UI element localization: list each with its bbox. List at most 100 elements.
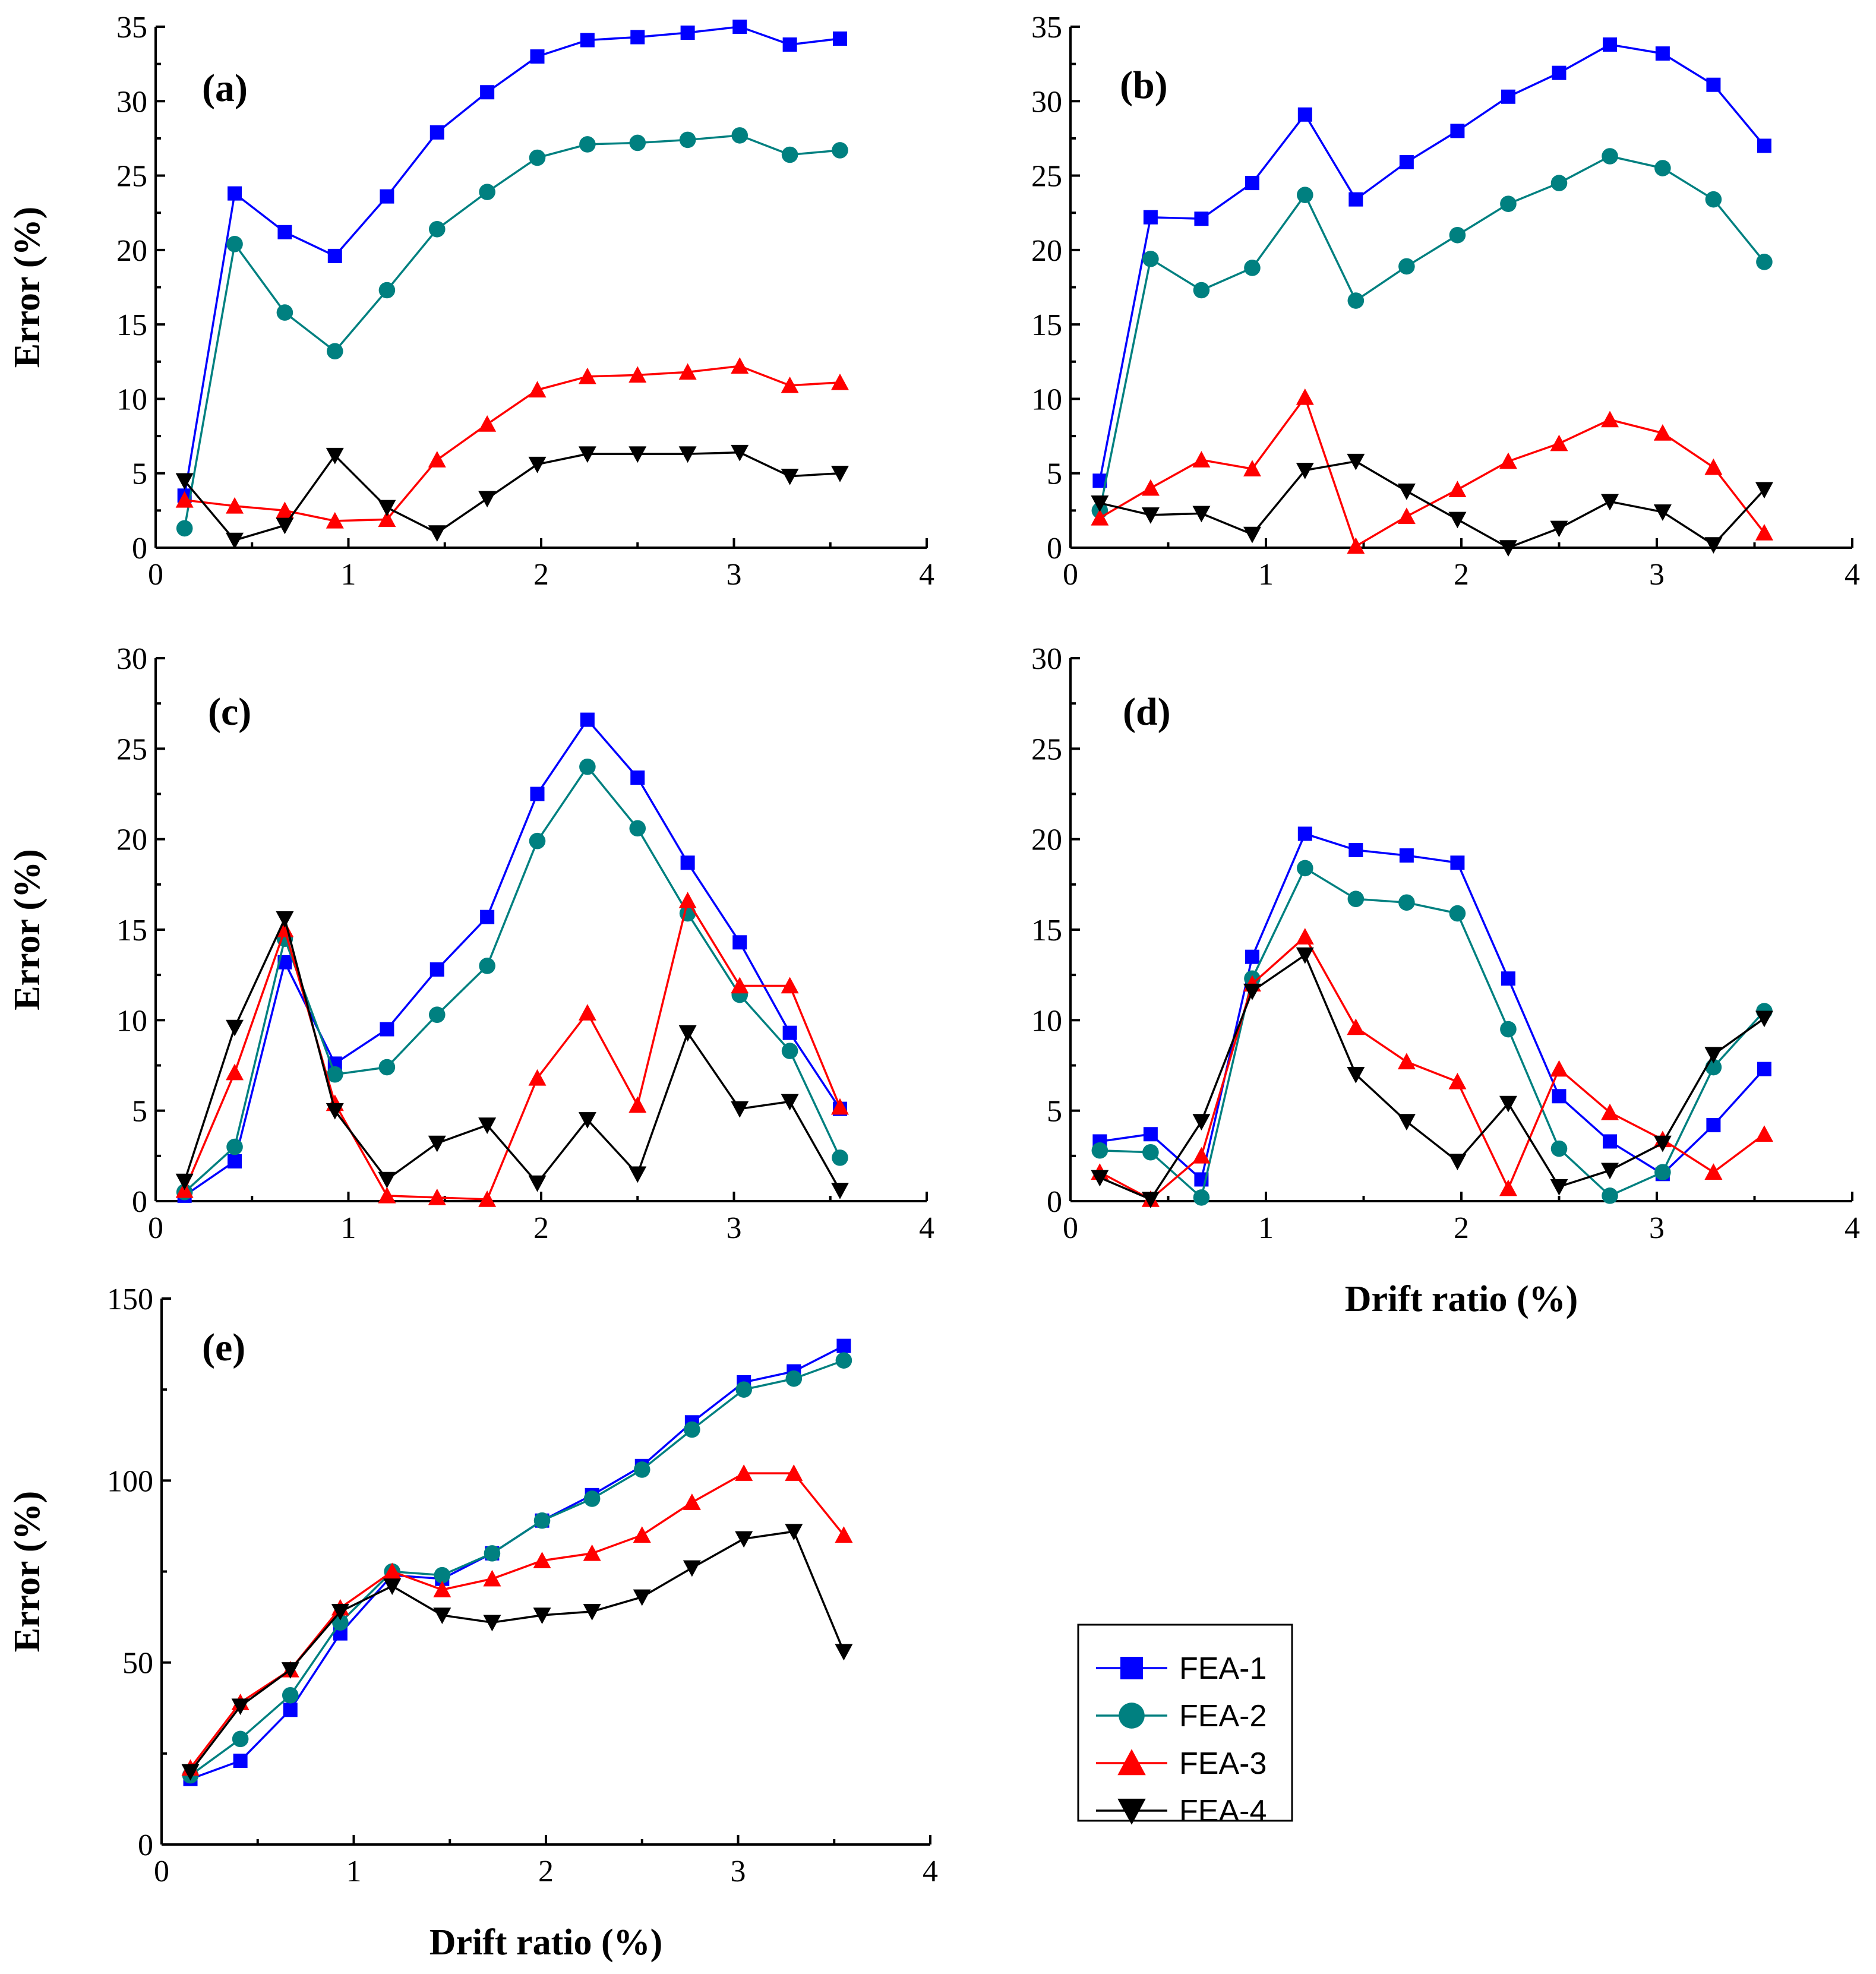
data-point-fea-1 [429, 125, 444, 140]
data-point-fea-4 [830, 465, 849, 482]
data-point-fea-4 [378, 500, 396, 517]
data-point-fea-1 [1501, 971, 1515, 986]
data-point-fea-4 [1091, 495, 1109, 512]
x-tick-label: 1 [341, 558, 356, 592]
y-tick-label: 15 [1031, 914, 1062, 947]
data-point-fea-3 [478, 1190, 497, 1207]
y-tick-label: 0 [132, 1185, 147, 1219]
data-point-fea-1 [580, 712, 595, 727]
data-point-fea-1 [1245, 949, 1259, 964]
data-point-fea-4 [1448, 1154, 1467, 1170]
y-tick-label: 0 [1047, 1185, 1062, 1219]
data-point-fea-4 [781, 1094, 799, 1111]
data-point-fea-3 [578, 367, 596, 384]
data-point-fea-4 [678, 446, 697, 463]
series-line-fea-4 [1099, 460, 1766, 549]
series-fea-2 [176, 127, 848, 537]
data-point-fea-2 [378, 1059, 396, 1076]
data-point-fea-1 [530, 49, 545, 64]
y-tick-label: 100 [107, 1464, 153, 1498]
panel-d: 0 1 2 3 4 0 5 10 15 20 25 30 (d) Drift ratio (%) [1031, 642, 1860, 1319]
data-point-fea-2 [1500, 195, 1517, 212]
data-point-fea-3 [1653, 424, 1672, 441]
legend-label: FEA-2 [1179, 1699, 1267, 1733]
data-point-fea-2 [529, 832, 546, 849]
series-fea-4 [1091, 453, 1773, 557]
data-point-fea-3 [326, 511, 344, 529]
series-line-fea-1 [183, 26, 841, 496]
data-point-fea-4 [175, 1173, 194, 1190]
data-point-fea-3 [1601, 410, 1619, 428]
data-point-fea-1 [1501, 89, 1515, 104]
y-tick-label: 10 [1031, 383, 1062, 416]
series-line-fea-3 [190, 1472, 845, 1769]
legend-entry-fea-4: FEA-4 [1096, 1794, 1267, 1828]
data-point-fea-2 [282, 1687, 299, 1704]
x-tick-label: 1 [346, 1855, 362, 1888]
data-point-fea-2 [684, 1421, 700, 1438]
y-tick-label: 0 [1047, 532, 1062, 566]
data-point-fea-2 [1756, 254, 1773, 270]
legend-label: FEA-3 [1179, 1746, 1267, 1781]
data-point-fea-4 [731, 1101, 749, 1118]
series-line-fea-4 [1099, 953, 1765, 1201]
y-tick-label: 25 [116, 160, 147, 194]
x-tick-label: 3 [727, 558, 742, 592]
series-line-fea-2 [184, 765, 841, 1193]
data-point-fea-2 [1654, 160, 1671, 176]
data-point-fea-2 [326, 343, 343, 360]
series-fea-3 [1091, 388, 1773, 554]
data-point-fea-3 [1243, 460, 1261, 476]
data-point-fea-4 [678, 1025, 697, 1042]
data-point-fea-4 [1755, 482, 1773, 499]
legend-label: FEA-4 [1179, 1794, 1267, 1828]
x-tick-label: 4 [919, 558, 934, 592]
panel-e: 0 1 2 3 4 0 50 100 150 (e) Error (%) Drift ratio (%… [7, 1283, 938, 1963]
data-point-fea-1 [1706, 77, 1721, 92]
legend: FEA-1 FEA-2 FEA-3 FEA-4 [1077, 1624, 1293, 1828]
data-point-fea-4 [281, 1662, 299, 1679]
series-line-fea-3 [1099, 395, 1766, 548]
data-point-fea-2 [1550, 175, 1568, 191]
x-tick-label: 0 [1063, 558, 1078, 592]
y-tick-label: 20 [116, 234, 147, 268]
data-point-fea-2 [1602, 148, 1618, 165]
data-point-fea-1 [1552, 65, 1567, 80]
data-point-fea-1 [832, 31, 847, 46]
data-point-fea-4 [326, 1103, 344, 1120]
data-point-fea-4 [428, 525, 446, 542]
data-point-fea-3 [276, 501, 294, 519]
data-point-fea-4 [1397, 1114, 1416, 1130]
data-point-fea-3 [533, 1552, 551, 1568]
data-point-fea-1 [530, 787, 545, 801]
data-point-fea-1 [1450, 124, 1465, 138]
data-point-fea-3 [1704, 1163, 1723, 1180]
data-point-fea-4 [1397, 484, 1416, 500]
data-point-fea-2 [583, 1490, 601, 1507]
data-point-fea-4 [1448, 511, 1467, 529]
data-point-fea-3 [1192, 451, 1211, 468]
data-point-fea-3 [629, 366, 647, 383]
series-fea-3 [175, 892, 849, 1207]
data-point-fea-2 [1244, 260, 1261, 276]
x-tick-label: 0 [148, 558, 163, 592]
data-point-fea-1 [1143, 1127, 1158, 1142]
y-axis-label: Error (%) [7, 1491, 48, 1652]
data-point-fea-4 [1091, 1170, 1109, 1187]
data-point-fea-2 [832, 1149, 848, 1166]
series-line-fea-2 [1100, 866, 1766, 1200]
panel-b: 0 1 2 3 4 0 5 10 15 20 25 30 35 (b) [1031, 11, 1860, 592]
data-point-fea-1 [680, 26, 695, 40]
data-point-fea-4 [1347, 453, 1365, 470]
data-point-fea-3 [1397, 507, 1416, 525]
data-point-fea-2 [529, 149, 546, 166]
data-point-fea-1 [1348, 842, 1363, 857]
x-tick-label: 4 [923, 1855, 938, 1888]
data-point-fea-2 [479, 184, 495, 200]
data-point-fea-1 [228, 1154, 242, 1168]
y-tick-label: 10 [116, 1004, 147, 1038]
data-point-fea-2 [1193, 282, 1210, 299]
data-point-fea-3 [1397, 1053, 1416, 1070]
data-point-fea-3 [378, 510, 396, 528]
data-point-fea-3 [528, 1069, 547, 1086]
